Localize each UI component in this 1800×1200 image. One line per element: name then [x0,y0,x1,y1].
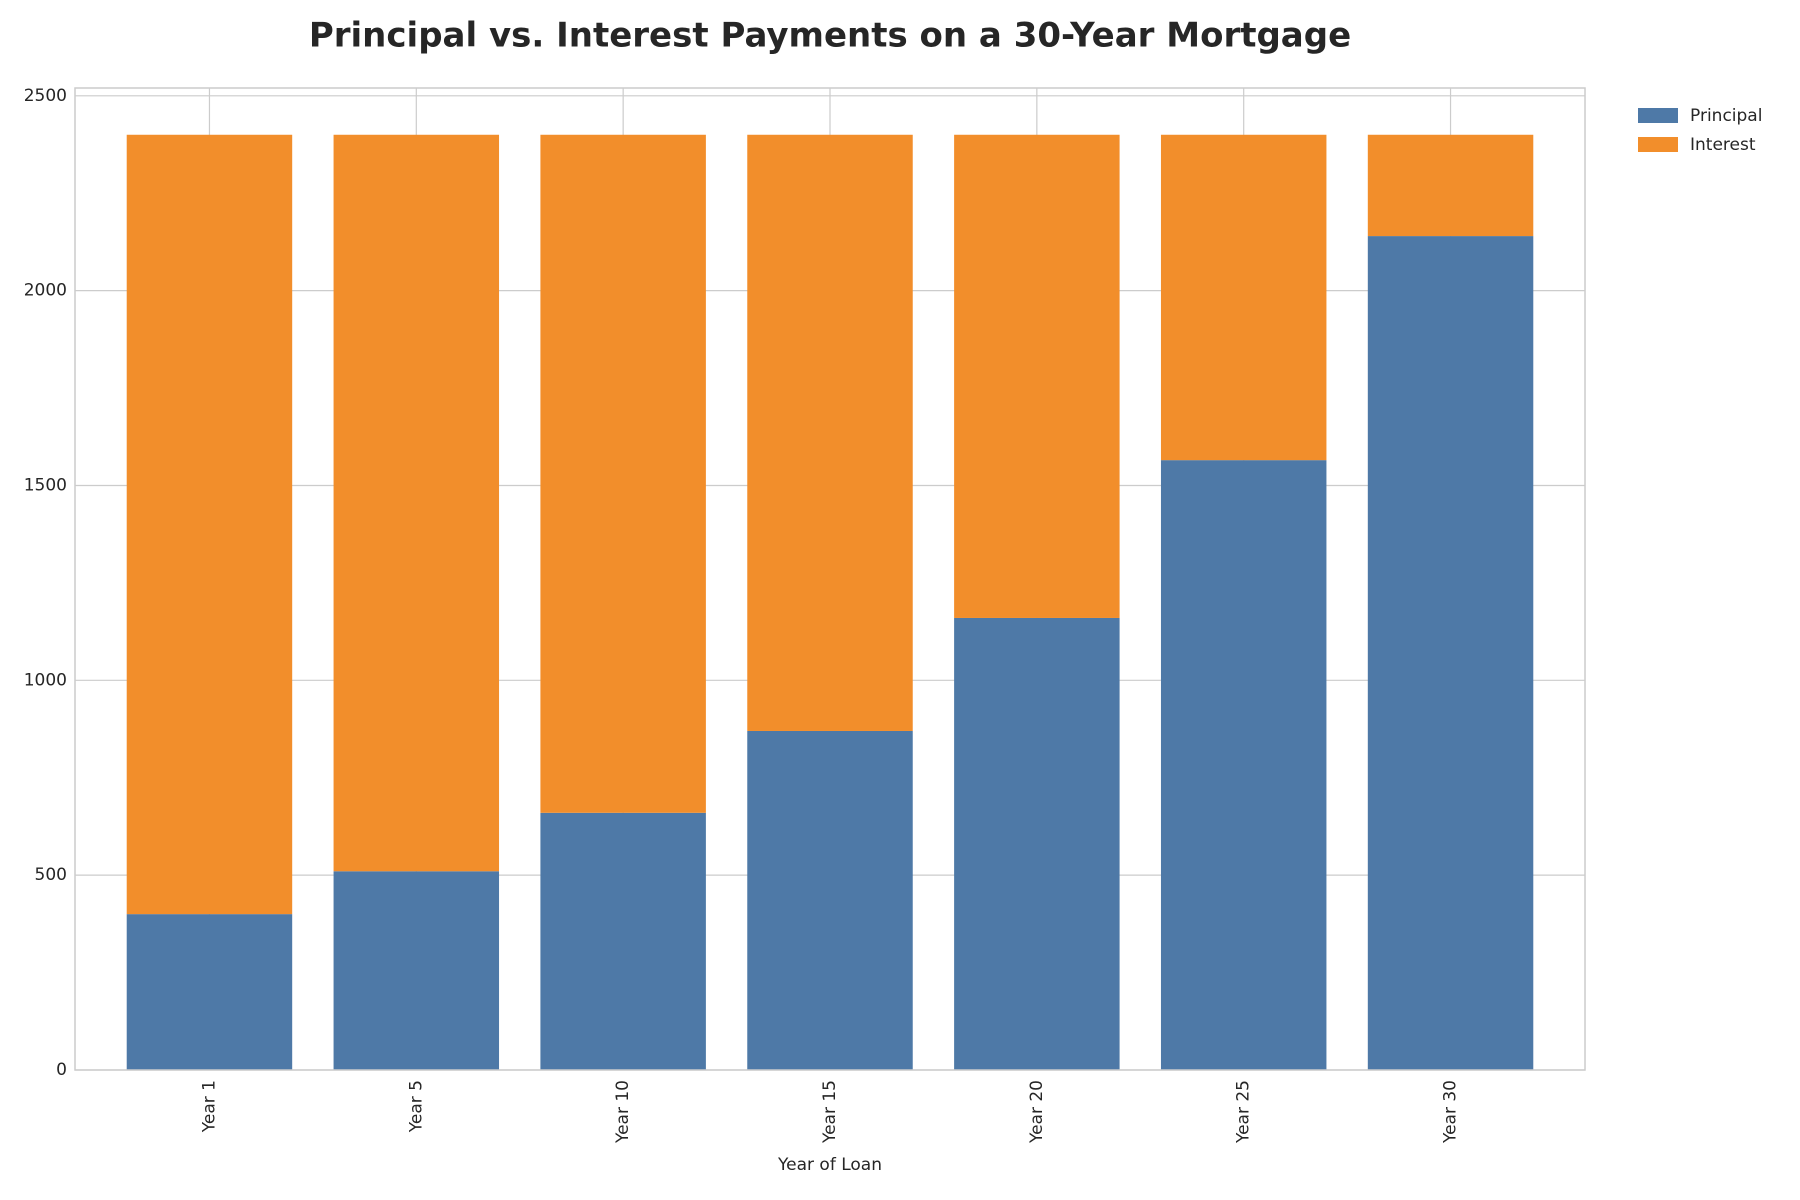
legend-swatch [1638,108,1678,123]
plot-frame [74,87,1586,1071]
bar-segment [1367,236,1534,1071]
x-tick-label: Year 10 [613,1080,633,1144]
bar-segment [540,812,706,1070]
y-tick-label: 0 [56,1060,67,1080]
x-tick-label: Year 5 [406,1080,426,1133]
x-tick-label: Year 1 [199,1080,219,1133]
bar-segment [1367,134,1534,237]
y-tick-label: 1500 [24,475,67,495]
x-tick-label: Year 15 [820,1080,840,1144]
chart-title: Principal vs. Interest Payments on a 30-… [309,16,1351,56]
bar-segment [126,914,293,1070]
y-tick-label: 1000 [24,670,67,690]
legend-label: Principal [1690,106,1762,126]
bar-segment [333,871,500,1070]
x-axis-label: Year of Loan [777,1155,882,1175]
bar-segment [540,134,706,813]
bar-segment [954,617,1120,1070]
bar-segment [1160,134,1327,461]
x-tick-label: Year 25 [1234,1080,1254,1144]
x-tick-label: Year 20 [1027,1080,1047,1144]
bar-segment [747,730,913,1070]
bar-segment [747,134,913,731]
y-tick-label: 2500 [24,86,67,106]
bar-segment [126,134,293,915]
y-tick-label: 2000 [24,281,67,301]
y-tick-label: 500 [35,865,67,885]
legend-label: Interest [1690,135,1756,155]
bar-segment [954,134,1120,618]
bar-segment [1160,460,1327,1070]
legend-swatch [1638,137,1678,152]
bar-segment [333,134,500,872]
x-tick-label: Year 30 [1441,1080,1461,1144]
